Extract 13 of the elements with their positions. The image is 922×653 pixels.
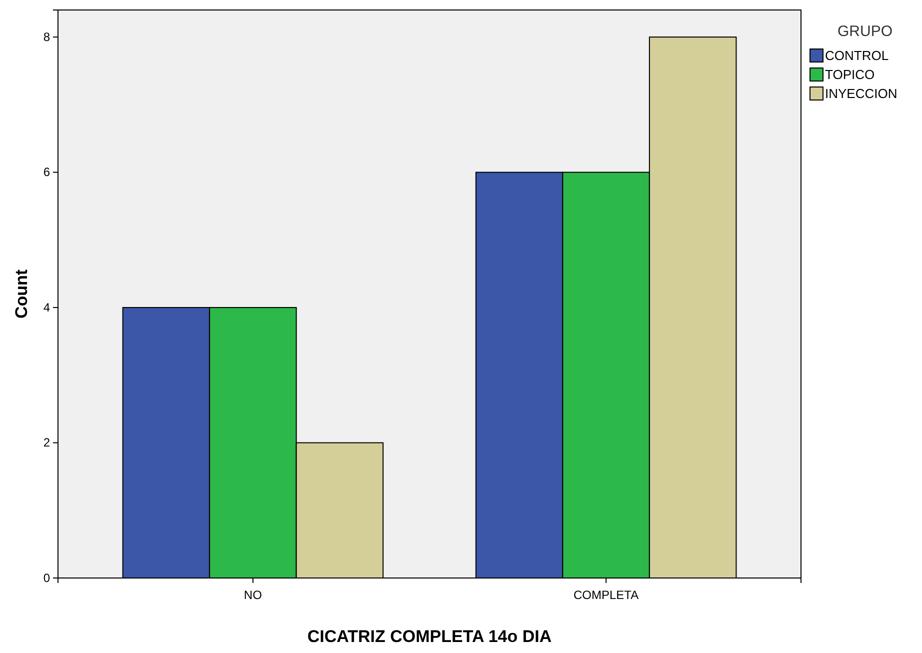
legend-label: CONTROL — [825, 48, 889, 63]
y-tick-label: 0 — [43, 570, 50, 585]
y-tick-label: 2 — [43, 436, 50, 450]
legend-label: TOPICO — [825, 67, 875, 82]
y-tick-label: 6 — [43, 165, 50, 180]
x-tick-label: COMPLETA — [574, 588, 639, 602]
y-axis-title: Count — [12, 269, 31, 319]
x-tick-label: NO — [244, 588, 262, 602]
y-tick-label: 8 — [43, 30, 50, 44]
x-axis-title: CICATRIZ COMPLETA 14o DIA — [307, 627, 552, 646]
legend-label: INYECCION — [825, 86, 898, 101]
legend-title: GRUPO — [837, 23, 893, 40]
y-tick-label: 4 — [43, 300, 50, 314]
